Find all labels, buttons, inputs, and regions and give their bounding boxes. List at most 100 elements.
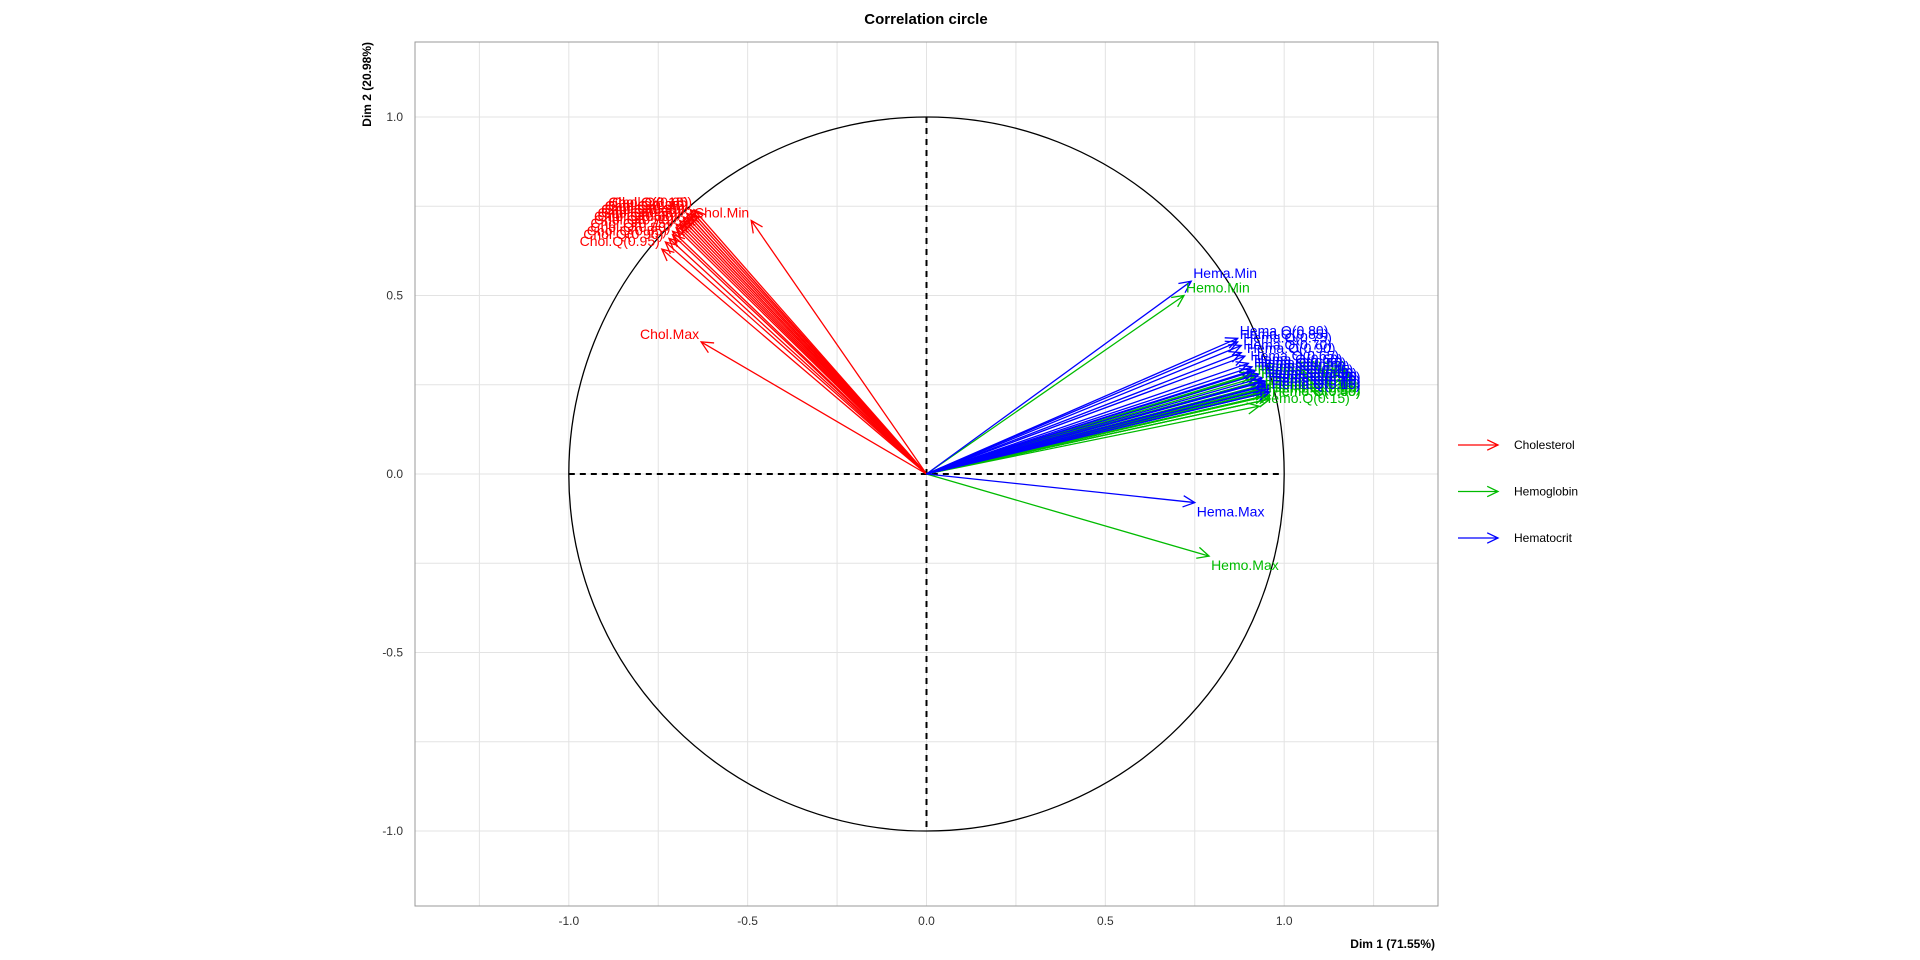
cholesterol-vector-label: Chol.Q(0.25) xyxy=(605,197,685,213)
hemoglobin-vector xyxy=(926,405,1260,475)
hemoglobin-vector-label: Hemo.Q(0.05) xyxy=(1258,358,1347,374)
hematocrit-arrowhead xyxy=(1224,340,1240,353)
chart-title: Correlation circle xyxy=(864,11,987,28)
hematocrit-vector-label: Hema.Q(0.40) xyxy=(1265,365,1354,381)
cholesterol-vector-label: Chol.Q(0.20) xyxy=(608,197,688,213)
cholesterol-arrowhead xyxy=(685,212,700,227)
cholesterol-arrowhead xyxy=(682,215,696,230)
x-axis-title: Dim 1 (71.55%) xyxy=(1350,937,1435,951)
cholesterol-arrowhead xyxy=(685,215,700,230)
cholesterol-vector-label: Chol.Max xyxy=(640,326,699,342)
hemoglobin-vector-label: Hemo.Min xyxy=(1186,279,1250,295)
plot-border xyxy=(414,41,1439,907)
hematocrit-vector xyxy=(926,355,1246,475)
hematocrit-vector xyxy=(926,473,1195,504)
hematocrit-vector-label: Hema.Q(0.80) xyxy=(1240,322,1329,338)
cholesterol-arrowhead xyxy=(675,226,689,241)
hematocrit-vector xyxy=(926,362,1249,475)
hematocrit-vector xyxy=(926,280,1192,475)
hemoglobin-vector-label: Hemo.Max xyxy=(1211,557,1279,573)
y-tick-label: -1.0 xyxy=(382,824,403,838)
legend-label-hemoglobin: Hemoglobin xyxy=(1514,485,1578,499)
hemoglobin-vector-label: Hemo.Q(0.60) xyxy=(1272,379,1361,395)
hematocrit-arrowhead xyxy=(1182,495,1197,508)
hematocrit-vector xyxy=(926,344,1242,475)
hematocrit-vector-label: Hema.Q(0.55) xyxy=(1258,354,1347,370)
cholesterol-arrowhead xyxy=(689,208,703,223)
hematocrit-vector xyxy=(926,373,1260,475)
legend-arrowhead-cholesterol xyxy=(1486,439,1500,451)
hematocrit-vector-label: Hema.Q(0.90) xyxy=(1247,340,1336,356)
hematocrit-vector-label: Hema.Q(0.60) xyxy=(1254,351,1343,367)
cholesterol-vector-label: Chol.Q(0.40) xyxy=(601,201,681,217)
x-tick-label: -0.5 xyxy=(737,914,758,928)
cholesterol-vector-label: Chol.Q(0.70) xyxy=(594,212,674,228)
hemoglobin-vector-label: Hemo.Q(0.15) xyxy=(1261,390,1350,406)
legend-label-hematocrit: Hematocrit xyxy=(1514,531,1573,545)
hemoglobin-vector-label: Hemo.Q(0.45) xyxy=(1272,383,1361,399)
cholesterol-vector xyxy=(700,341,927,475)
hematocrit-vector xyxy=(926,391,1271,475)
cholesterol-arrowhead xyxy=(671,230,686,244)
cholesterol-vector-label: Chol.Q(0.85) xyxy=(587,222,667,238)
hematocrit-vector-label: Hema.Q(0.35) xyxy=(1268,365,1357,381)
cholesterol-vector xyxy=(668,237,927,475)
cholesterol-vector xyxy=(661,248,927,475)
hematocrit-vector-label: Hema.Q(0.65) xyxy=(1250,347,1339,363)
vector-labels: Chol.Min Chol.Max Chol.Q(0.95)Chol.Q(0.90)… xyxy=(580,194,1361,573)
hematocrit-vector-label: Hema.Q(0.15) xyxy=(1272,372,1361,388)
hemoglobin-vector-label: Hemo.Q(0.10) xyxy=(1261,365,1350,381)
hematocrit-vector-label: Hema.Q(0.30) xyxy=(1268,369,1357,385)
hemoglobin-vector-label: Hemo.Q(0.30) xyxy=(1268,376,1357,392)
hematocrit-arrowhead xyxy=(1228,350,1243,363)
cholesterol-vector-label: Chol.Q(0.30) xyxy=(605,197,685,213)
cholesterol-vector xyxy=(693,209,927,475)
hematocrit-vector-label: Hema.Q(0.10) xyxy=(1272,376,1361,392)
cholesterol-vector-label: Chol.Q(0.75) xyxy=(590,215,670,231)
y-axis-title: Dim 2 (20.98%) xyxy=(360,42,374,127)
hemoglobin-vector-label: Hemo.Q(0.95) xyxy=(1254,358,1343,374)
cholesterol-vector-label: Chol.Q(0.90) xyxy=(583,226,663,242)
legend-arrowhead-hemoglobin xyxy=(1486,485,1500,498)
hematocrit-vector-label: Hema.Q(0.70) xyxy=(1243,337,1332,353)
hemoglobin-vector-label: Hemo.Q(0.65) xyxy=(1272,379,1361,395)
hemoglobin-vector-label: Hemo.Q(0.20) xyxy=(1265,372,1354,388)
x-tick-label: -1.0 xyxy=(558,914,579,928)
hematocrit-vector xyxy=(926,341,1238,475)
hemoglobin-vector-label: Hemo.Q(0.80) xyxy=(1265,369,1354,385)
hematocrit-vector-label: Hema.Min xyxy=(1193,265,1257,281)
cholesterol-vector-label: Chol.Q(0.05) xyxy=(612,194,692,210)
hemoglobin-vector-label: Hemo.Q(0.90) xyxy=(1258,362,1347,378)
cholesterol-arrowhead xyxy=(664,240,679,255)
y-tick-label: 1.0 xyxy=(386,110,403,124)
hematocrit-vector-label: Hema.Q(0.75) xyxy=(1243,329,1332,345)
hematocrit-vector-label: Hema.Q(0.45) xyxy=(1265,362,1354,378)
y-tick-label: 0.0 xyxy=(386,467,403,481)
cholesterol-arrowhead xyxy=(667,237,682,251)
cholesterol-arrowhead xyxy=(682,219,696,234)
cholesterol-arrowhead xyxy=(750,219,763,234)
hematocrit-arrowhead xyxy=(1257,388,1272,401)
y-tick-label: -0.5 xyxy=(382,646,403,660)
hematocrit-vector-label: Hema.Q(0.95) xyxy=(1254,354,1343,370)
cholesterol-vector-label: Chol.Q(0.60) xyxy=(598,208,678,224)
cholesterol-vector xyxy=(672,230,927,475)
cholesterol-vector-label: Chol.Q(0.35) xyxy=(605,201,685,217)
y-tick-label: 0.5 xyxy=(386,288,403,302)
cholesterol-arrowhead xyxy=(671,233,686,248)
hematocrit-vector xyxy=(926,369,1256,475)
hematocrit-vector-label: Hema.Q(0.85) xyxy=(1240,326,1329,342)
cholesterol-vector-label: Chol.Q(0.15) xyxy=(608,194,688,210)
hematocrit-vector xyxy=(926,352,1242,475)
hemoglobin-vector-label: Hemo.Q(0.35) xyxy=(1268,379,1357,395)
hemoglobin-vector xyxy=(926,294,1185,475)
cholesterol-arrowhead xyxy=(689,212,703,227)
axis-ticks: -1.0 -0.5 0.0 0.5 1.0 -1.0 -0.5 0.0 0.5 1.0 xyxy=(382,110,1293,928)
cholesterol-vector-label: Chol.Q(0.10) xyxy=(608,194,688,210)
hemoglobin-vector-label: Hemo.Q(0.25) xyxy=(1265,376,1354,392)
hemoglobin-vector xyxy=(926,473,1210,557)
cholesterol-arrowhead xyxy=(675,223,689,237)
cholesterol-vector xyxy=(664,241,927,475)
cholesterol-vector-label: Chol.Q(0.80) xyxy=(590,219,670,235)
